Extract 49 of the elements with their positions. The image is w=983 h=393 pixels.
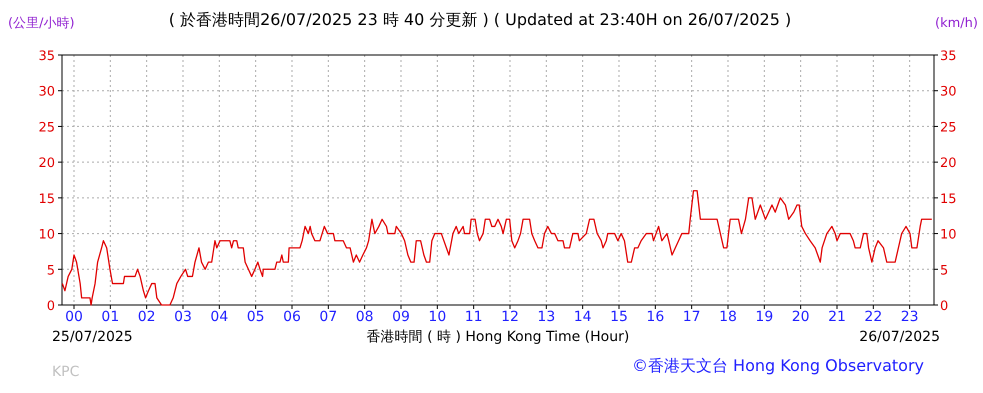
y2-tick-label: 35 — [940, 49, 957, 64]
y2-tick-label: 10 — [940, 228, 957, 243]
y2-tick-label: 5 — [940, 263, 948, 278]
x-tick-label: 01 — [101, 309, 120, 325]
text: ©香港天文台 Hong Kong Observatory — [632, 356, 924, 375]
y2-tick-label: 20 — [940, 156, 957, 172]
x-tick-label: 04 — [210, 309, 228, 325]
x-tick-label: 00 — [65, 309, 83, 325]
y-tick-label: 35 — [38, 49, 55, 64]
text: 26/07/2025 — [859, 329, 940, 345]
y-tick-label: 30 — [38, 84, 55, 100]
y-tick-label: 0 — [46, 299, 55, 314]
y-tick-label: 20 — [38, 156, 55, 172]
y2-tick-label: 0 — [940, 299, 948, 314]
x-tick-label: 19 — [755, 309, 774, 325]
x-tick-label: 07 — [319, 309, 338, 325]
x-tick-label: 17 — [682, 309, 701, 325]
y-tick-label: 15 — [38, 192, 55, 207]
x-tick-label: 05 — [246, 309, 265, 325]
line-series — [62, 190, 932, 306]
x-tick-label: 10 — [428, 309, 446, 325]
x-tick-label: 09 — [392, 309, 410, 325]
y-tick-label: 10 — [38, 228, 55, 243]
x-tick-label: 16 — [646, 309, 664, 325]
x-tick-label: 06 — [283, 309, 301, 325]
x-tick-label: 03 — [174, 309, 192, 325]
y2-tick-label: 25 — [940, 120, 957, 136]
x-tick-label: 11 — [464, 309, 483, 325]
y2-tick-label: 15 — [940, 192, 957, 207]
text: 25/07/2025 — [52, 329, 133, 345]
x-tick-label: 15 — [610, 309, 628, 325]
x-tick-label: 23 — [900, 309, 919, 325]
y2-axis-title: (km/h) — [935, 16, 978, 31]
text: KPC — [52, 364, 80, 380]
x-tick-label: 08 — [356, 309, 374, 325]
x-tick-label: 14 — [574, 309, 592, 325]
y2-tick-label: 30 — [940, 84, 957, 100]
x-tick-label: 20 — [792, 309, 810, 325]
x-tick-label: 13 — [537, 309, 556, 325]
x-axis-title: 香港時間 ( 時 ) Hong Kong Time (Hour) — [366, 329, 630, 345]
x-tick-label: 21 — [828, 309, 846, 325]
x-tick-label: 18 — [719, 309, 737, 325]
x-tick-label: 22 — [864, 309, 882, 325]
x-tick-label: 02 — [138, 309, 156, 325]
x-tick-label: 12 — [501, 309, 519, 325]
y-axis-title: (公里/小時) — [8, 16, 75, 31]
y-tick-label: 5 — [46, 263, 55, 278]
chart-title: ( 於香港時間26/07/2025 23 時 40 分更新 ) ( Updated at 23:40H on 26/07/2025 ) — [168, 10, 792, 29]
y-tick-label: 25 — [38, 120, 55, 136]
